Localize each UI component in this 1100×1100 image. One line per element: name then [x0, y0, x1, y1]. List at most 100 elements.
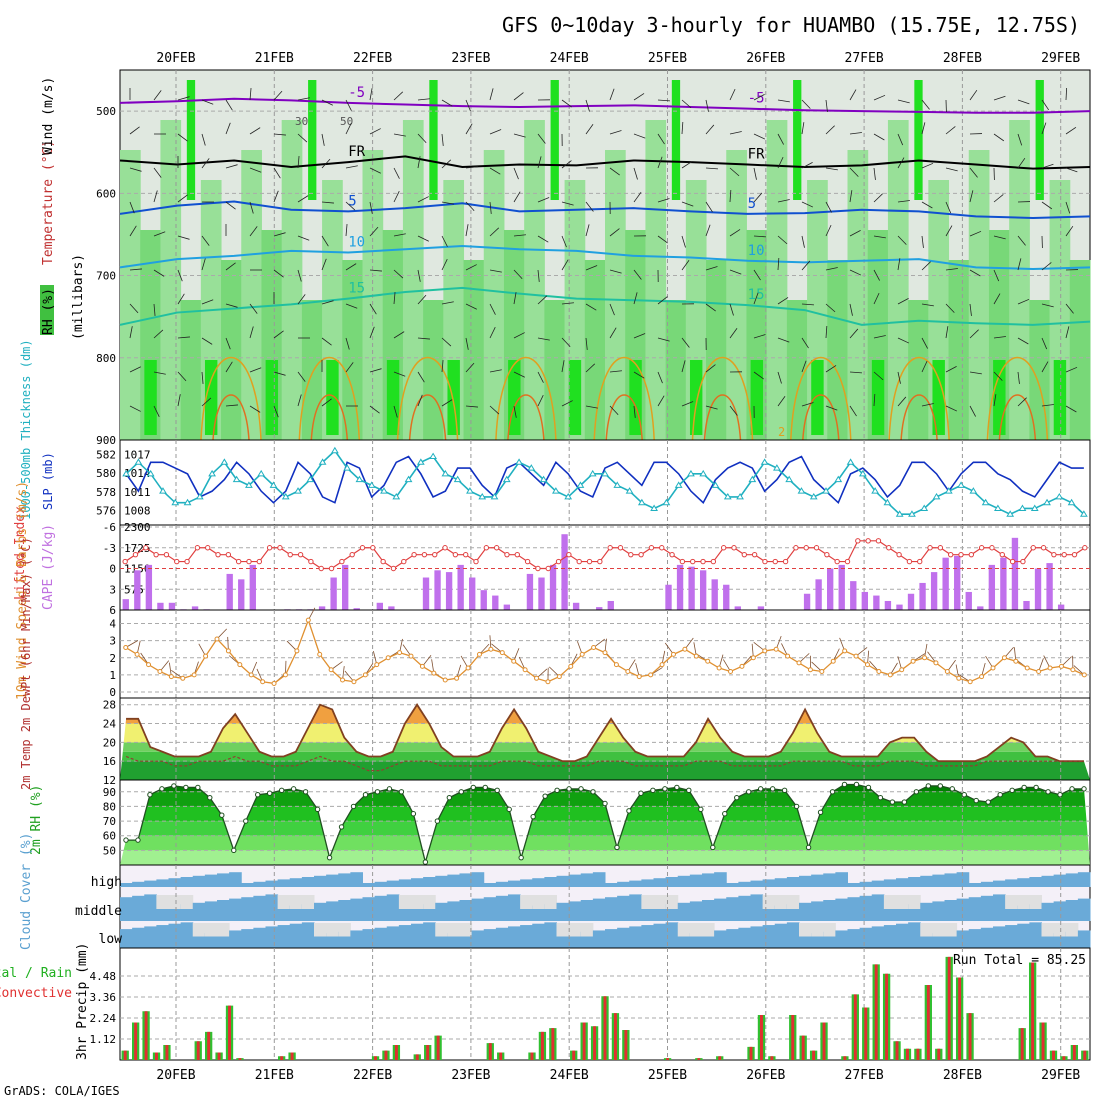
cloud-block	[192, 875, 206, 887]
temperature-legend-label: Temperature (°C)	[41, 140, 56, 265]
date-label-top: 23FEB	[451, 51, 490, 66]
precip-convective-bar	[1062, 1056, 1066, 1060]
cloud-block	[629, 894, 642, 921]
wind-barb	[297, 133, 308, 143]
precip-convective-bar	[488, 1043, 492, 1060]
cloud-gap	[520, 895, 533, 909]
thickness-marker	[699, 469, 708, 477]
cloud-block	[217, 873, 230, 887]
cape-bar	[873, 595, 880, 610]
cloud-block	[1053, 901, 1067, 921]
wind-barb	[417, 235, 429, 242]
cloud-block	[1065, 873, 1079, 887]
wind10m-marker	[579, 651, 585, 657]
cloud-block	[871, 880, 885, 887]
cloud-gap	[908, 895, 921, 909]
wind10m-marker	[910, 658, 916, 664]
wind-barb	[561, 99, 572, 108]
wind10m-marker	[785, 653, 791, 659]
cape-bar	[434, 570, 441, 610]
wind-barb	[393, 91, 404, 101]
cloud-row-middle: middle	[75, 904, 122, 919]
rh-fill-column	[968, 150, 990, 440]
li-marker	[1009, 558, 1016, 565]
wind10m-marker	[465, 665, 471, 671]
isotherm-line	[119, 155, 1091, 170]
cloud-block	[520, 925, 533, 948]
precip-convective-bar	[207, 1031, 211, 1060]
wind-barb	[945, 405, 958, 412]
li-marker	[215, 551, 221, 558]
tick-label: -6	[103, 521, 116, 534]
wind-barb	[897, 99, 910, 104]
wind-barb	[609, 327, 617, 339]
cape-bar	[827, 568, 834, 610]
temp-contour	[802, 394, 840, 441]
cloud-block	[665, 922, 679, 948]
li-marker	[906, 558, 913, 565]
wind-barb	[225, 337, 231, 350]
wind-barb	[609, 370, 622, 373]
cloud-gap	[398, 895, 412, 909]
cloud-block	[835, 872, 848, 887]
wind-barb	[873, 167, 876, 180]
li-marker	[607, 545, 613, 551]
li-marker	[205, 545, 211, 551]
isotherm-line	[119, 200, 1091, 220]
temp-contour	[212, 394, 250, 441]
wind-barb	[585, 363, 596, 373]
wind-barb	[537, 156, 542, 169]
wind-barb	[849, 132, 862, 135]
rh-marker	[470, 784, 476, 791]
wind-barb	[129, 268, 142, 271]
cloud-block	[120, 929, 133, 948]
li-marker	[153, 551, 159, 558]
rh-marker	[877, 794, 884, 801]
wind-barb	[393, 167, 400, 179]
rh-fill-column	[221, 260, 242, 440]
cloud-block	[241, 929, 254, 948]
wind-barb	[873, 133, 885, 141]
cape-bar	[734, 606, 741, 610]
wind-barb	[657, 99, 670, 102]
cloud-block	[811, 874, 824, 887]
wind10m-marker	[271, 680, 277, 686]
rh-marker	[973, 797, 979, 804]
wind-barb	[801, 162, 813, 169]
precip-convective-bar	[217, 1052, 221, 1060]
wind10m-marker	[431, 670, 437, 676]
cloud-gap	[1065, 923, 1079, 937]
cloud-block	[411, 878, 424, 887]
cloud-block	[847, 897, 861, 921]
rh-fill-column	[645, 120, 667, 440]
wind-barb	[321, 99, 333, 106]
li-marker	[772, 558, 778, 565]
precip-convective-bar	[812, 1050, 816, 1060]
temp-contour	[986, 357, 1049, 441]
cloud-gap	[423, 895, 436, 909]
wind-barb	[177, 371, 187, 382]
wind-barb	[537, 235, 549, 243]
date-label-top: 24FEB	[550, 51, 589, 66]
li-marker	[1020, 558, 1026, 565]
cloud-block	[532, 923, 545, 948]
wind-barb	[153, 405, 160, 417]
li-marker	[648, 545, 655, 551]
wind-barb	[921, 261, 931, 271]
wind-barb	[153, 329, 164, 339]
wind-barb	[201, 397, 212, 407]
rh-marker	[829, 789, 836, 795]
wind-barb	[225, 99, 233, 111]
wind-barb	[633, 405, 636, 418]
cape-bar	[422, 577, 430, 610]
thickness-marker	[367, 481, 376, 488]
wind10m-content: 0 1 2 3 4	[109, 607, 1090, 699]
thickness-marker	[232, 475, 241, 483]
cape-bar	[896, 604, 903, 610]
wind-barb	[633, 333, 646, 339]
cloud-block	[968, 929, 982, 948]
wind-barb	[249, 405, 261, 413]
precip-convective-bar	[947, 956, 951, 1060]
cloud-block	[908, 877, 921, 887]
precip-convective-bar	[853, 994, 857, 1060]
